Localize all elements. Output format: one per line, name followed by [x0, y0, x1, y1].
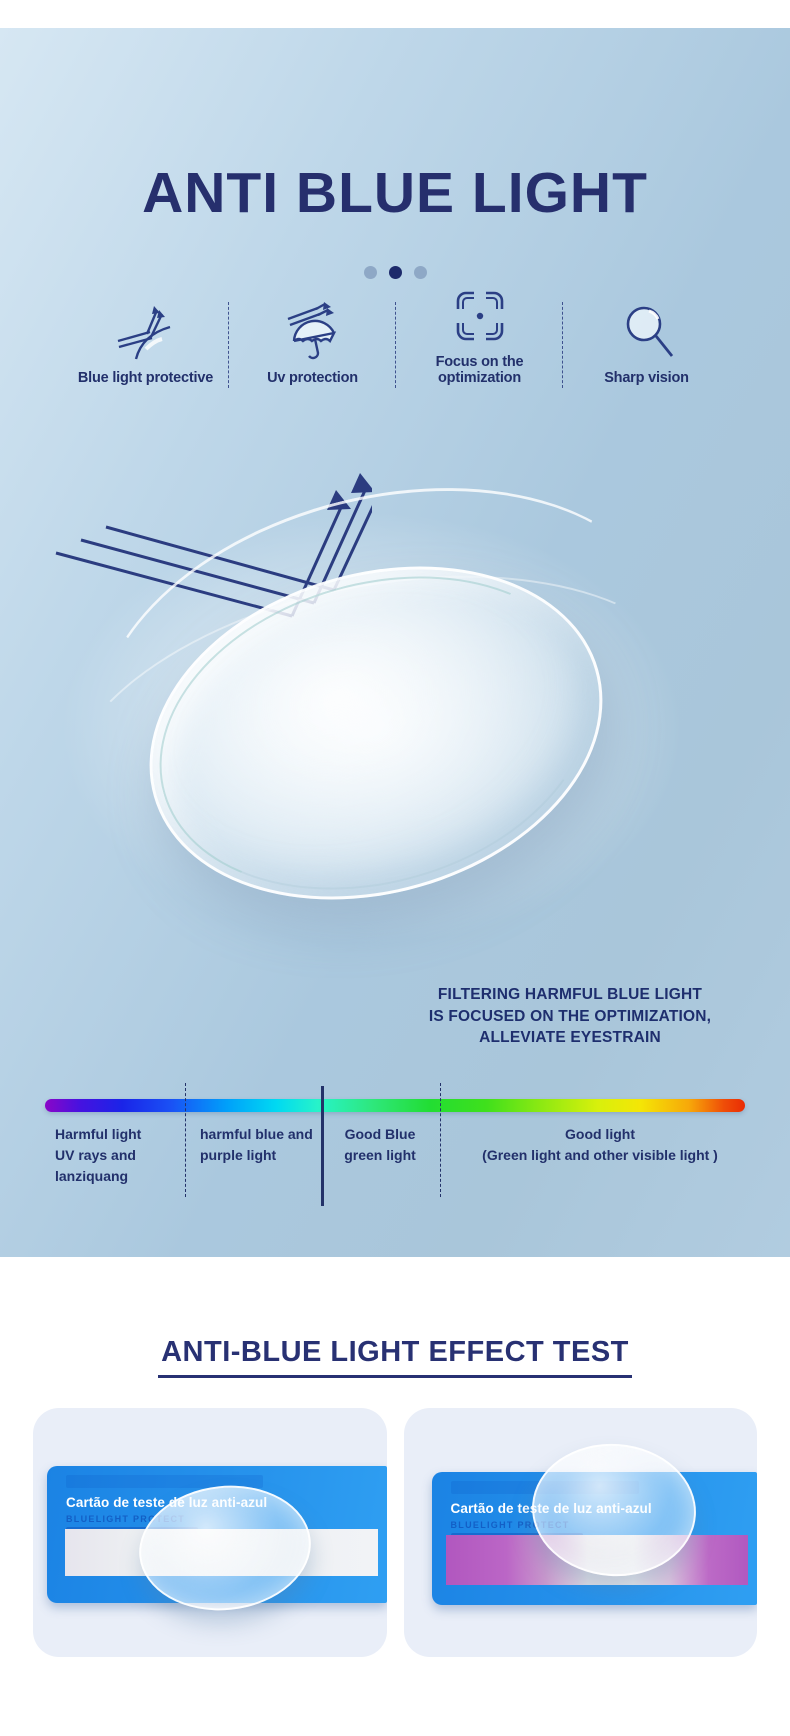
spectrum-gradient-bar [45, 1099, 745, 1112]
label-line: harmful blue and [200, 1126, 313, 1142]
card-ghost-text [66, 1475, 263, 1488]
label-line: UV rays and [55, 1147, 136, 1163]
spectrum-label-good-blue-green: Good Blue green light [332, 1124, 428, 1166]
hero-section: ANTI BLUE LIGHT Blue light p [0, 28, 790, 1257]
spectrum-label-blue-purple: harmful blue and purple light [200, 1124, 330, 1166]
umbrella-icon [282, 301, 344, 370]
light-spectrum-diagram: Harmful light UV rays and lanziquang har… [0, 1078, 790, 1210]
card-fine-print [66, 1527, 198, 1531]
spectrum-label-harmful-uv: Harmful light UV rays and lanziquang [55, 1124, 190, 1187]
card-subtitle: BLUELIGHT PROTECT [66, 1514, 186, 1524]
spectrum-divider-dashed [185, 1083, 186, 1197]
label-line: Harmful light [55, 1126, 142, 1142]
label-line: Good Blue [344, 1126, 416, 1142]
feature-label: Blue light protective [77, 370, 214, 386]
label-line: lanziquang [55, 1168, 129, 1184]
feature-focus-optimization: Focus on the optimization [396, 290, 563, 388]
label-line: green light [344, 1147, 416, 1163]
section-heading: ANTI-BLUE LIGHT EFFECT TEST [158, 1336, 632, 1378]
spectrum-label-good-light: Good light (Green light and other visibl… [455, 1124, 745, 1166]
label-line: purple light [200, 1147, 277, 1163]
caption-line: IS FOCUSED ON THE OPTIMIZATION, [428, 1007, 712, 1025]
filtering-caption: FILTERING HARMFUL BLUE LIGHT IS FOCUSED … [410, 984, 730, 1049]
label-line: (Green light and other visible light ) [482, 1147, 718, 1163]
test-cards-row: Cartão de teste de luz anti-azul BLUELIG… [33, 1408, 757, 1657]
spectrum-divider-solid [321, 1086, 324, 1206]
feature-sharp-vision: Sharp vision [563, 290, 730, 388]
test-card-after: Cartão de teste de luz anti-azul BLUELIG… [403, 1408, 757, 1657]
magnifier-icon [617, 301, 677, 370]
spectrum-divider-dashed [440, 1083, 441, 1197]
pager-dot [413, 266, 427, 279]
caption-line: FILTERING HARMFUL BLUE LIGHT [437, 986, 703, 1003]
feature-uv-protection: Uv protection [229, 290, 396, 388]
lens-reflect-icon [116, 301, 176, 370]
caption-line: ALLEVIATE EYESTRAIN [479, 1029, 661, 1047]
card-fine-print [450, 1533, 583, 1537]
focus-frame-icon [450, 285, 510, 354]
effect-test-section: ANTI-BLUE LIGHT EFFECT TEST [0, 1336, 790, 1378]
carousel-dots [0, 266, 790, 279]
card-subtitle: BLUELIGHT PROTECT [450, 1520, 570, 1530]
feature-label: Uv protection [267, 370, 358, 386]
feature-label: Sharp vision [604, 370, 689, 386]
pager-dot-active [388, 266, 402, 279]
pager-dot [363, 266, 377, 279]
page-title: ANTI BLUE LIGHT [142, 161, 648, 225]
label-line: Good light [565, 1126, 635, 1142]
feature-row: Blue light protective Uv protection [62, 290, 730, 388]
feature-label: Focus on the optimization [435, 354, 524, 386]
test-card-before: Cartão de teste de luz anti-azul BLUELIG… [33, 1408, 387, 1657]
feature-blue-light-protective: Blue light protective [62, 290, 229, 388]
